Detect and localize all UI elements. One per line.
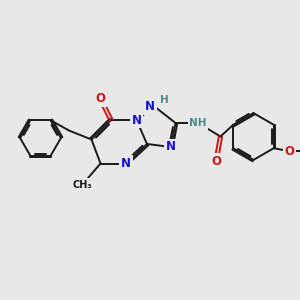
Text: N: N (131, 113, 142, 127)
Text: O: O (284, 145, 294, 158)
Text: O: O (95, 92, 106, 106)
Text: CH₃: CH₃ (73, 179, 92, 190)
Text: N: N (166, 140, 176, 154)
Text: NH: NH (189, 118, 207, 128)
Text: H: H (160, 95, 169, 105)
Text: O: O (211, 155, 221, 168)
Text: N: N (145, 100, 155, 113)
Text: N: N (121, 157, 131, 170)
